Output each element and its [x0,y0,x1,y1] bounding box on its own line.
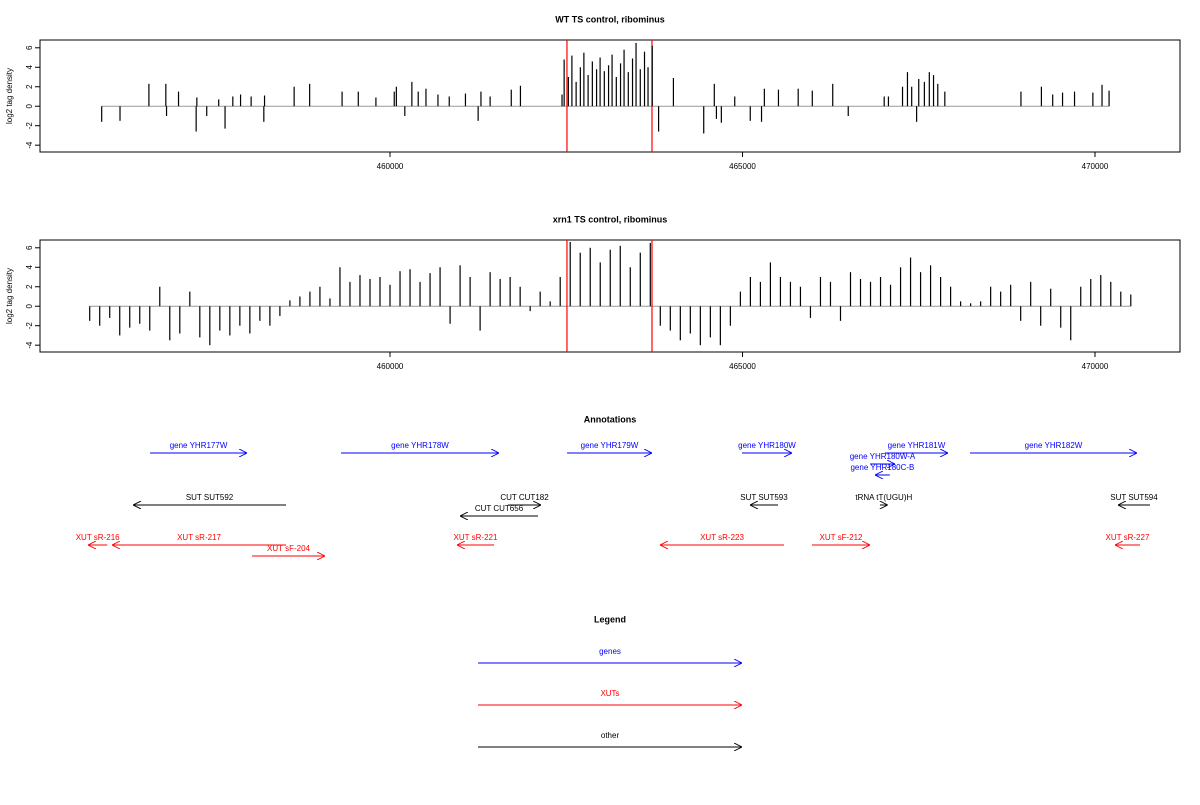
x-tick-label: 460000 [377,362,404,371]
feature-label: XUT sF-212 [820,533,864,542]
y-axis-label: log2 tag density [5,68,14,124]
track-title: xrn1 TS control, ribominus [553,214,668,224]
y-tick-label: 4 [25,264,34,269]
legend-title: Legend [594,614,626,624]
feature-label: SUT SUT592 [186,493,234,502]
feature-label: CUT CUT182 [500,493,549,502]
y-tick-label: -4 [25,341,34,349]
feature-label: gene YHR180C-B [850,463,914,472]
x-tick-label: 460000 [377,162,404,171]
feature-label: gene YHR179W [581,441,639,450]
x-tick-label: 465000 [729,362,756,371]
y-tick-label: 0 [25,303,34,308]
y-tick-label: 6 [25,245,34,250]
feature-label: gene YHR180W-A [850,452,916,461]
annotations-title: Annotations [584,414,637,424]
feature-label: XUT sR-223 [700,533,744,542]
feature-label: XUT sR-217 [177,533,221,542]
legend-label: genes [599,647,621,656]
y-tick-label: -2 [25,322,34,330]
legend-label: XUTs [600,689,619,698]
y-tick-label: 2 [25,84,34,89]
y-tick-label: -4 [25,141,34,149]
feature-label: XUT sF-204 [267,544,311,553]
feature-label: CUT CUT656 [475,504,524,513]
feature-label: gene YHR180W [738,441,796,450]
y-axis-label: log2 tag density [5,268,14,324]
y-tick-label: 4 [25,64,34,69]
plot-frame [39,39,1181,153]
feature-label: gene YHR177W [170,441,228,450]
legend-label: other [601,731,620,740]
x-tick-label: 470000 [1082,362,1109,371]
feature-label: XUT sR-227 [1106,533,1150,542]
feature-label: XUT sR-216 [76,533,120,542]
x-tick-label: 470000 [1082,162,1109,171]
feature-label: tRNA tT(UGU)H [855,493,912,502]
feature-label: XUT sR-221 [454,533,498,542]
plot-frame [39,239,1181,353]
feature-label: gene YHR181W [888,441,946,450]
x-tick-label: 465000 [729,162,756,171]
y-tick-label: 6 [25,45,34,50]
feature-label: SUT SUT594 [1110,493,1158,502]
feature-label: SUT SUT593 [740,493,788,502]
track-title: WT TS control, ribominus [555,14,665,24]
feature-label: gene YHR182W [1025,441,1083,450]
y-tick-label: -2 [25,122,34,130]
y-tick-label: 0 [25,103,34,108]
y-tick-label: 2 [25,284,34,289]
feature-label: gene YHR178W [391,441,449,450]
